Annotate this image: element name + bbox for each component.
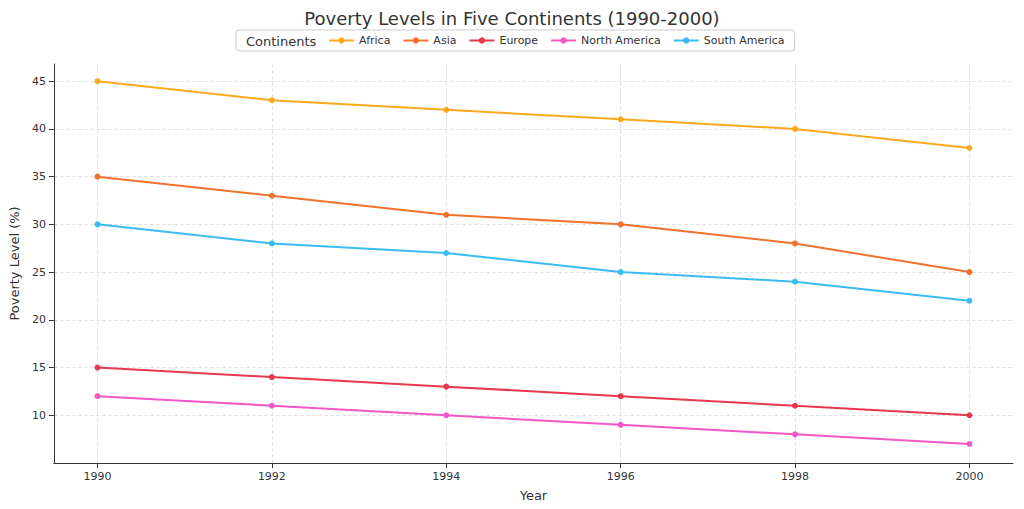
svg-text:10: 10: [32, 409, 46, 422]
svg-text:Poverty Level (%): Poverty Level (%): [7, 206, 22, 320]
svg-text:1990: 1990: [83, 470, 111, 483]
svg-text:Europe: Europe: [499, 34, 538, 47]
svg-text:1994: 1994: [432, 470, 460, 483]
svg-text:30: 30: [32, 218, 46, 231]
svg-text:25: 25: [32, 266, 46, 279]
svg-text:Africa: Africa: [359, 34, 390, 47]
svg-text:20: 20: [32, 313, 46, 326]
svg-text:1996: 1996: [607, 470, 635, 483]
svg-text:2000: 2000: [955, 470, 983, 483]
svg-text:40: 40: [32, 122, 46, 135]
svg-text:South America: South America: [704, 34, 785, 47]
svg-text:1992: 1992: [258, 470, 286, 483]
svg-text:Poverty Levels in Five Contine: Poverty Levels in Five Continents (1990-…: [304, 8, 719, 29]
svg-text:Year: Year: [519, 488, 548, 503]
svg-text:North America: North America: [581, 34, 661, 47]
svg-text:35: 35: [32, 170, 46, 183]
svg-text:15: 15: [32, 361, 46, 374]
svg-text:Continents: Continents: [246, 34, 317, 49]
svg-text:Asia: Asia: [433, 34, 456, 47]
svg-text:45: 45: [32, 75, 46, 88]
svg-text:1998: 1998: [781, 470, 809, 483]
